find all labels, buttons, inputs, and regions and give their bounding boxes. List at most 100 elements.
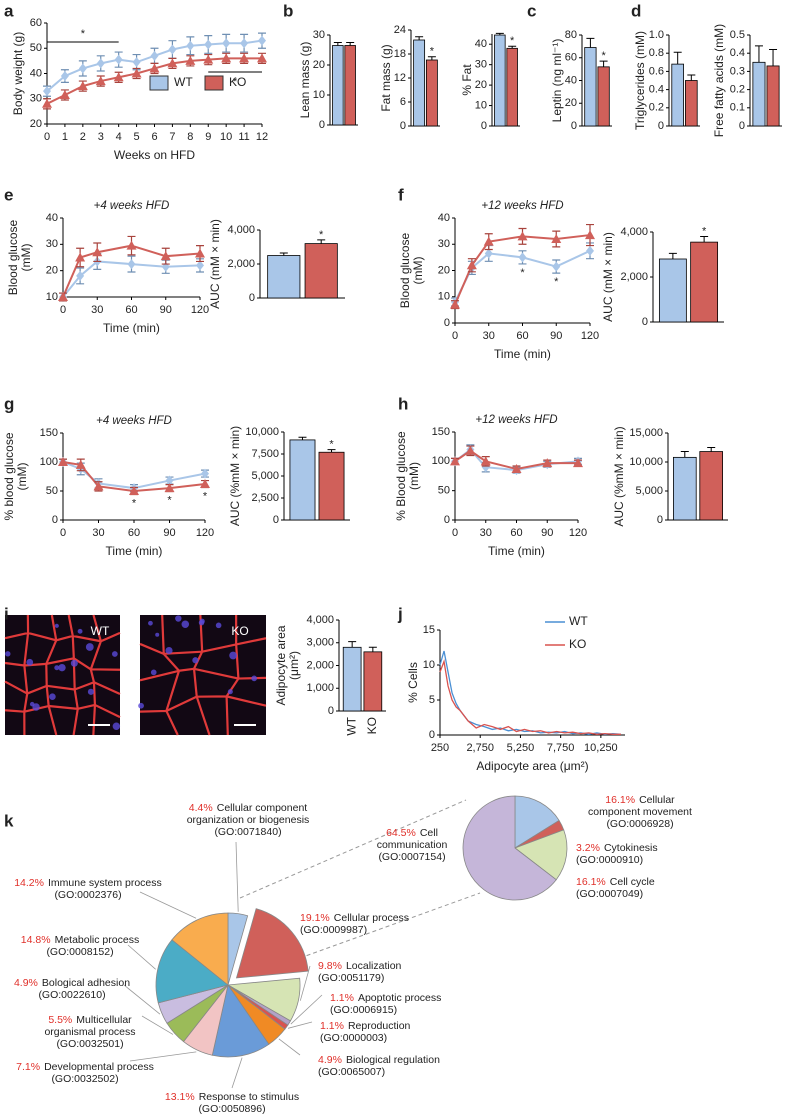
marker [483,236,494,246]
error-bar [769,49,778,66]
y-tick-label: 6 [400,96,406,108]
bar [289,439,316,521]
pie-label: 4.9% Biological regulation (GO:0065007) [318,1054,440,1078]
pie-label: 14.8% Metabolic process (GO:0008152) [21,934,139,958]
x-tick-label: 90 [541,527,553,539]
error-bar [333,42,342,46]
x-axis-label: Adipocyte area (μm²) [476,759,588,773]
pie-category: organismal process [44,1026,135,1038]
nucleus [70,659,78,667]
bar [685,80,698,127]
bar [494,34,506,127]
chart-title: +12 weeks HFD [475,414,557,426]
y-tick-label: 40 [475,38,487,50]
x-tick-label: KO [365,717,379,734]
chart-title: +4 weeks HFD [94,200,170,212]
nucleus [54,665,60,671]
leader-line [139,891,197,919]
marker [150,50,159,61]
leader-line [287,1021,313,1029]
x-tick-label: 90 [550,330,562,342]
marker [480,456,491,466]
bar [597,66,610,127]
nucleus [49,693,56,701]
marker [195,248,205,258]
leader-line [129,1051,197,1062]
x-tick-label: 10 [220,131,232,143]
error-bar [279,252,288,256]
panel-label: k [4,811,14,830]
go-id: (GO:0000910) [576,854,643,866]
significance: * [167,494,172,506]
y-tick-label: 0.4 [730,47,745,59]
x-tick-label: 10,250 [584,742,618,754]
nucleus [181,620,190,629]
y-axis-label: Blood glucose [6,219,20,295]
go-id: (GO:0022610) [38,989,105,1001]
go-id: (GO:0009987) [300,924,367,936]
pie-label: 14.2% Immune system process (GO:0002376) [14,877,162,901]
pie-category: Multicellular [76,1014,132,1026]
y-axis-label: % Cells [406,662,420,703]
pie-slice [514,829,568,881]
marker [42,98,52,108]
go-id: (GO:0008152) [46,946,113,958]
nucleus [58,663,66,672]
error-bar [298,436,307,440]
y-tick-label: 10 [423,659,435,671]
bar [342,646,362,712]
y-tick-label: 18 [394,48,406,60]
error-bar [707,447,716,452]
pie-percent: 14.2% [14,877,44,889]
nucleus [198,619,205,626]
x-axis-label: Time (min) [488,544,545,558]
bar [690,241,719,323]
x-tick-label: 30 [483,330,495,342]
zoom-line [239,799,467,899]
panel-label: a [4,1,14,20]
y-tick-label: 24 [394,24,406,36]
y-tick-label: 50 [438,485,450,497]
marker [239,53,250,63]
nucleus [32,703,40,711]
x-tick-label: 0 [60,304,66,316]
panel-label: d [631,1,641,20]
marker [168,44,177,55]
nucleus [251,675,258,682]
marker [77,81,88,91]
legend-swatch [204,75,224,91]
x-tick-label: 11 [238,131,249,143]
pie-percent: 16.1% [576,876,606,888]
pie-label: 64.5% Cell communication (GO:0007154) [377,827,448,863]
y-axis-label: AUC (mM × min) [208,219,222,309]
nucleus [148,620,153,626]
go-id: (GO:0032501) [56,1038,123,1050]
y-tick-label: 10 [438,291,450,303]
marker [484,248,493,259]
bar [766,65,780,127]
marker [222,38,231,49]
y-tick-label: 0 [571,120,577,132]
marker [542,458,553,468]
nucleus [150,669,157,676]
y-tick-label: 0.6 [649,65,664,77]
y-tick-label: 150 [40,427,58,439]
significance: * [601,50,606,62]
y-axis-label: Adipocyte area [274,625,288,705]
x-tick-label: 2,750 [466,742,494,754]
pie-category: Response to stimulus [199,1091,299,1103]
y-axis-label: AUC (mM × min) [601,232,615,322]
nucleus [111,651,118,657]
x-tick-label: 6 [151,131,157,143]
y-tick-label: 10 [313,89,325,101]
panel-label: f [398,185,404,204]
y-tick-label: 0.2 [649,102,664,114]
y-tick-label: 4,000 [227,224,255,236]
y-tick-label: 30 [313,29,325,41]
y-tick-label: 0 [249,292,255,304]
x-tick-label: 8 [187,131,193,143]
y-tick-label: 150 [432,426,450,438]
nucleus [77,628,83,634]
pie-category: Cellular [639,794,675,806]
